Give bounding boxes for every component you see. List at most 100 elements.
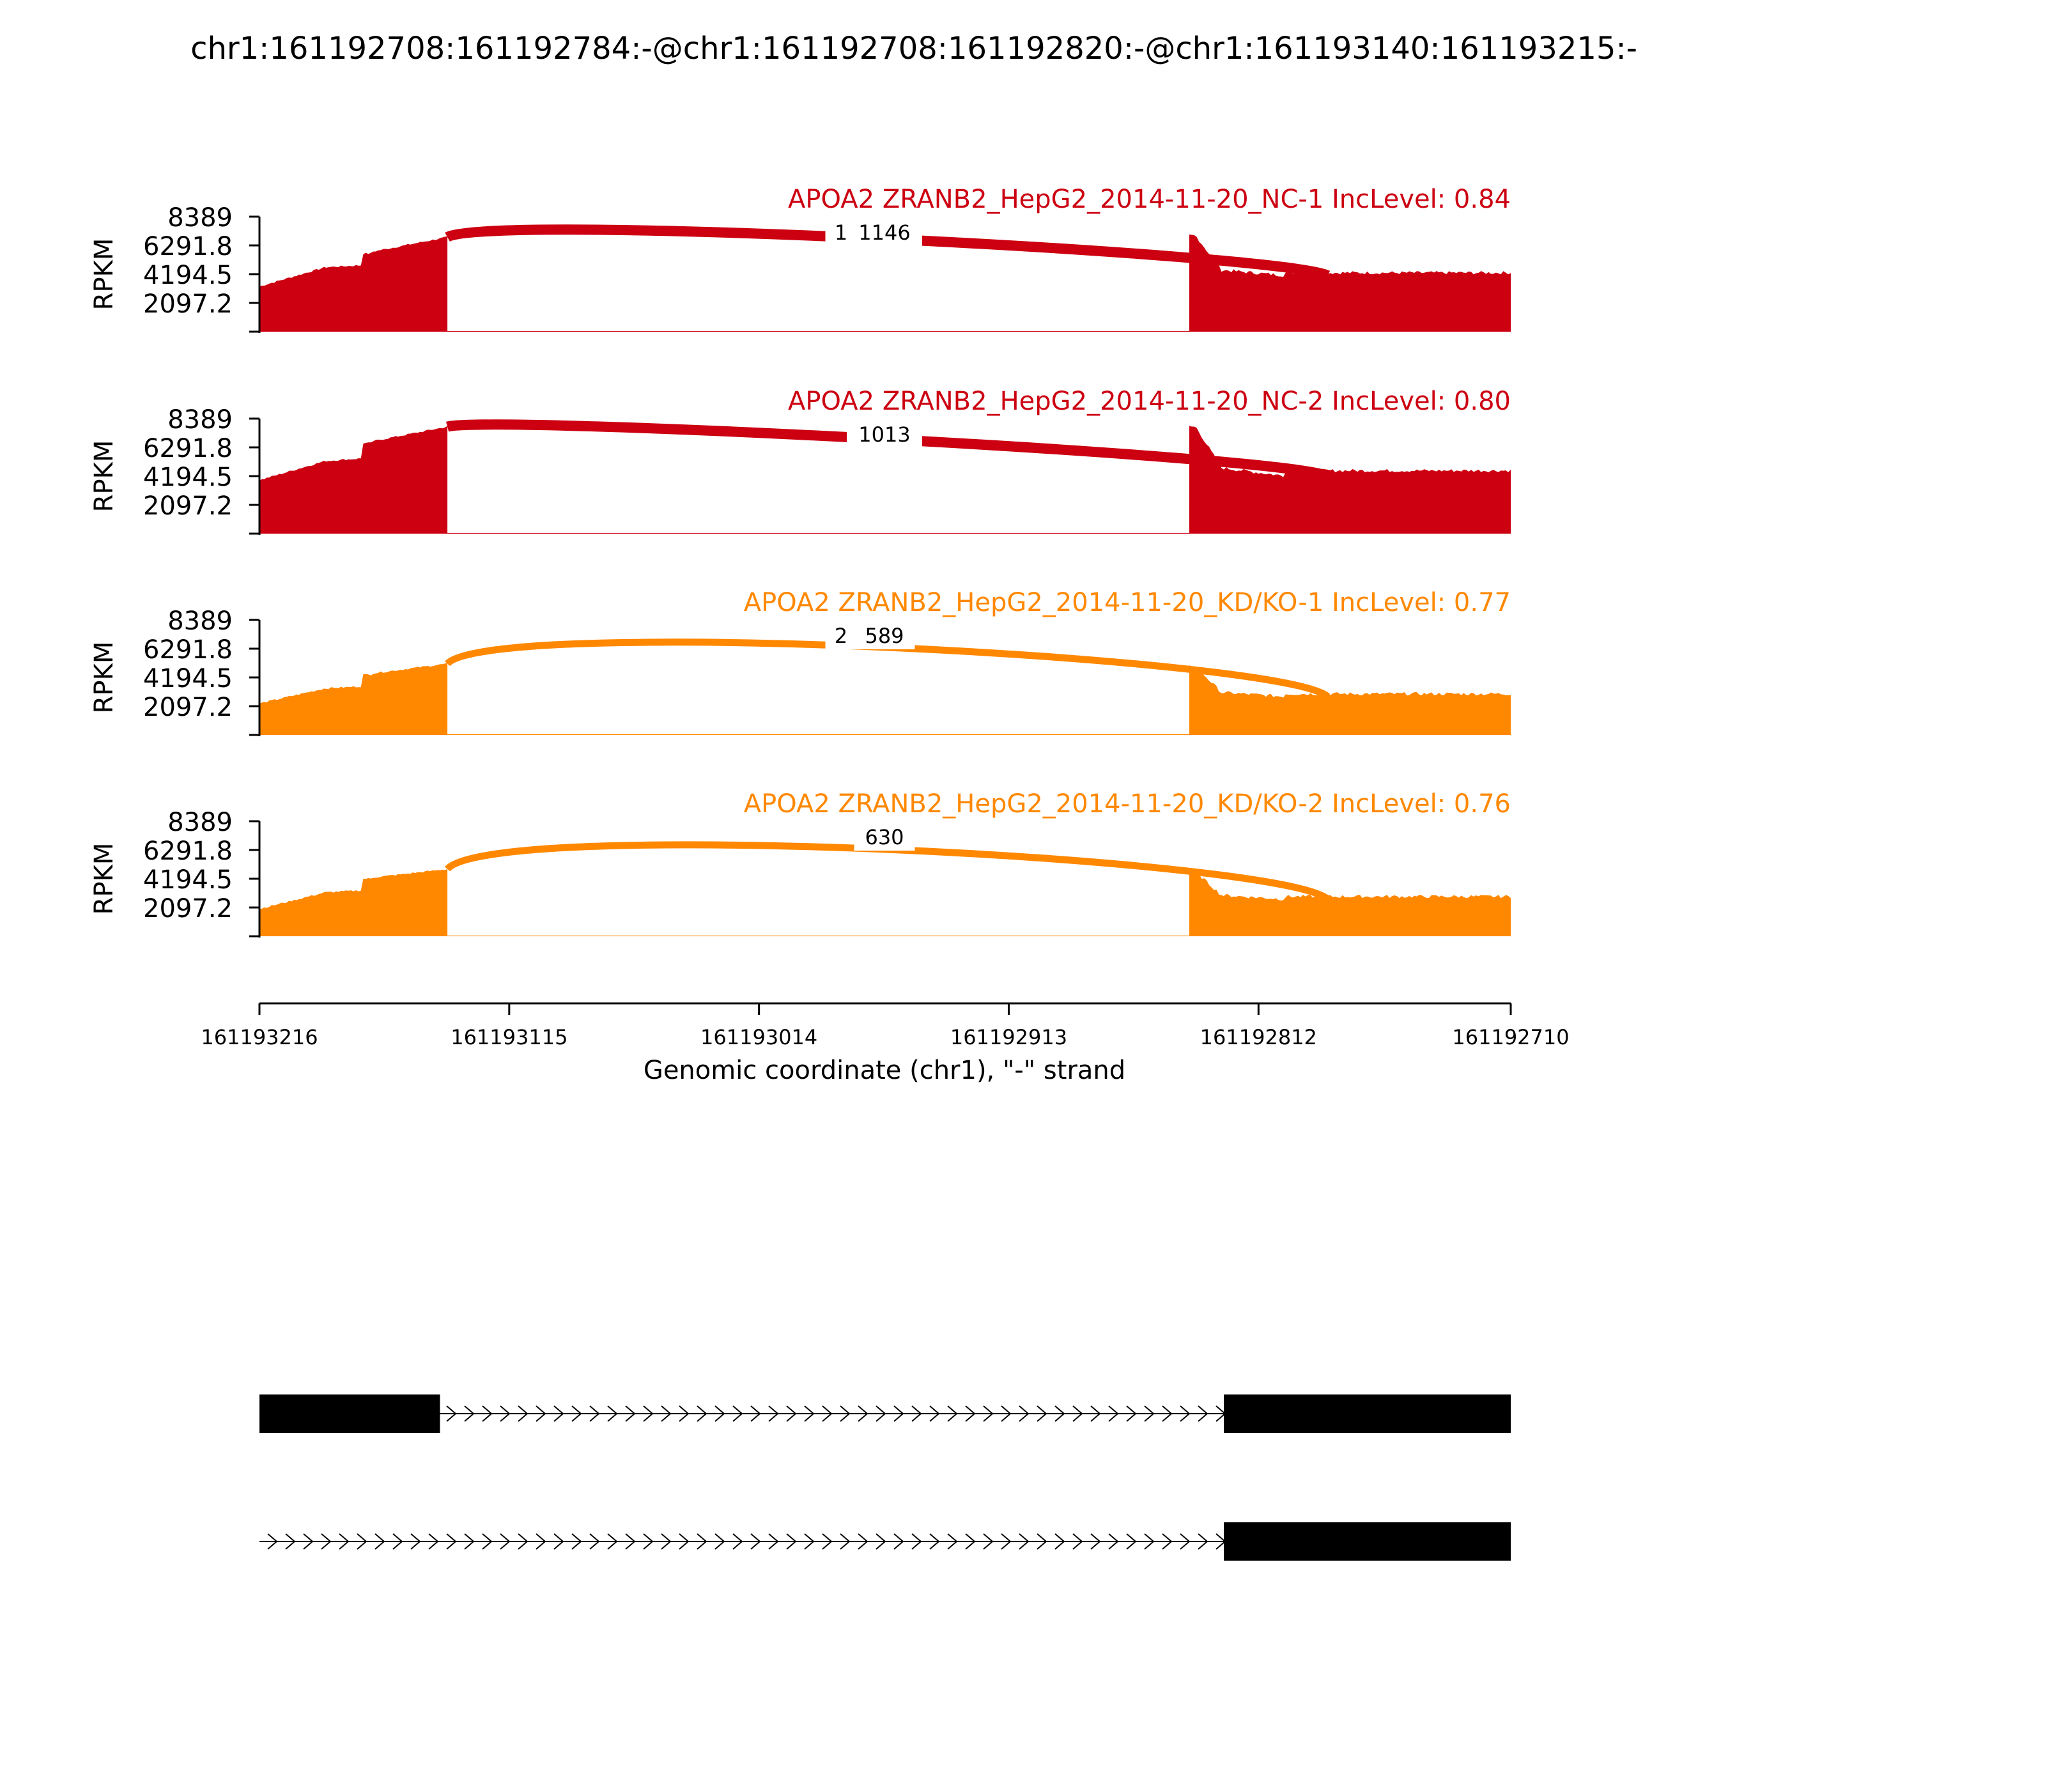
- y-axis-label: RPKM: [89, 238, 119, 311]
- strand-arrow: [697, 1533, 707, 1550]
- strand-arrow: [589, 1533, 600, 1550]
- strand-arrow: [571, 1533, 582, 1550]
- y-tick-label: 2097.2: [143, 894, 233, 923]
- junction-count-label: 1: [835, 220, 847, 245]
- strand-arrow: [571, 1405, 582, 1422]
- strand-arrow: [267, 1533, 278, 1550]
- strand-arrow: [768, 1533, 779, 1550]
- gene-model: [259, 1394, 1511, 1433]
- strand-arrow: [965, 1405, 976, 1422]
- strand-arrow: [1001, 1533, 1012, 1550]
- strand-arrow: [536, 1533, 546, 1550]
- strand-arrow: [446, 1405, 457, 1422]
- sample-label: APOA2 ZRANB2_HepG2_2014-11-20_KD/KO-1 In…: [744, 588, 1511, 617]
- x-tick-label: 161193014: [700, 1025, 817, 1049]
- junction-label-bg: [847, 422, 922, 448]
- strand-arrow: [661, 1405, 672, 1422]
- strand-arrow: [1054, 1533, 1065, 1550]
- y-tick-label: 8389: [167, 808, 233, 837]
- x-tick-label: 161193216: [201, 1025, 318, 1049]
- sample-label: APOA2 ZRANB2_HepG2_2014-11-20_KD/KO-2 In…: [744, 789, 1511, 819]
- y-tick-label: 6291.8: [143, 635, 233, 665]
- chart-title: chr1:161192708:161192784:-@chr1:16119270…: [190, 31, 1637, 66]
- x-axis-label: Genomic coordinate (chr1), "-" strand: [644, 1056, 1125, 1085]
- x-axis: 161193216 161193115 161193014 161192913 1611…: [201, 1002, 1570, 1049]
- y-tick-label: 8389: [167, 203, 233, 233]
- y-tick-label: 4194.5: [143, 463, 233, 492]
- y-tick-label: 2097.2: [143, 290, 233, 319]
- strand-arrow: [929, 1533, 940, 1550]
- coverage-area: [259, 234, 1511, 332]
- y-tick-label: 6291.8: [143, 837, 233, 866]
- strand-arrow: [893, 1533, 904, 1550]
- strand-arrow: [929, 1405, 940, 1422]
- strand-arrow: [1090, 1405, 1101, 1422]
- strand-arrow: [607, 1533, 618, 1550]
- strand-arrow: [1180, 1533, 1191, 1550]
- strand-arrow: [374, 1533, 385, 1550]
- strand-arrow: [804, 1533, 815, 1550]
- junction-label-bg: [854, 825, 915, 851]
- strand-arrow: [446, 1533, 457, 1550]
- strand-arrow: [840, 1405, 851, 1422]
- junction-count-label: 1146: [858, 220, 910, 245]
- strand-arrow: [1198, 1533, 1208, 1550]
- strand-arrow: [625, 1533, 636, 1550]
- coverage-area: [259, 426, 1511, 534]
- strand-arrow: [786, 1533, 797, 1550]
- strand-arrow: [410, 1533, 421, 1550]
- strand-arrow: [679, 1405, 690, 1422]
- strand-arrow: [500, 1405, 511, 1422]
- strand-arrow: [714, 1533, 725, 1550]
- gene-model: [259, 1522, 1511, 1561]
- strand-arrow: [303, 1533, 314, 1550]
- x-tick-label: 161192812: [1200, 1025, 1317, 1049]
- y-axis-label: RPKM: [89, 642, 119, 714]
- strand-arrow: [1198, 1405, 1208, 1422]
- exon-block: [259, 1394, 440, 1433]
- strand-arrow: [661, 1533, 672, 1550]
- strand-arrow: [1054, 1405, 1065, 1422]
- strand-arrow: [1037, 1533, 1047, 1550]
- strand-arrow: [1072, 1405, 1083, 1422]
- strand-arrow: [607, 1405, 618, 1422]
- strand-arrow: [1090, 1533, 1101, 1550]
- strand-arrow: [428, 1533, 439, 1550]
- strand-arrow: [911, 1533, 922, 1550]
- strand-arrow: [1108, 1533, 1119, 1550]
- exon-block: [1224, 1522, 1511, 1561]
- junction-count-label: 1013: [858, 422, 910, 447]
- strand-arrow: [1019, 1405, 1030, 1422]
- y-tick-label: 6291.8: [143, 232, 233, 261]
- strand-arrow: [876, 1533, 886, 1550]
- strand-arrow: [876, 1405, 886, 1422]
- strand-arrow: [1001, 1405, 1012, 1422]
- strand-arrow: [983, 1405, 994, 1422]
- strand-arrow: [518, 1405, 529, 1422]
- strand-arrow: [357, 1533, 367, 1550]
- y-tick-label: 4194.5: [143, 664, 233, 693]
- strand-arrow: [947, 1405, 958, 1422]
- strand-arrow: [768, 1405, 779, 1422]
- strand-arrow: [732, 1405, 743, 1422]
- strand-arrow: [643, 1405, 654, 1422]
- strand-arrow: [947, 1533, 958, 1550]
- strand-arrow: [464, 1405, 475, 1422]
- strand-arrow: [858, 1405, 868, 1422]
- strand-arrow: [464, 1533, 475, 1550]
- strand-arrow: [786, 1405, 797, 1422]
- junction-label-bg: [847, 220, 922, 246]
- strand-arrow: [858, 1533, 868, 1550]
- strand-arrow: [893, 1405, 904, 1422]
- strand-arrow: [1108, 1405, 1119, 1422]
- strand-arrow: [285, 1533, 296, 1550]
- strand-arrow: [536, 1405, 546, 1422]
- y-tick-label: 4194.5: [143, 261, 233, 290]
- strand-arrow: [553, 1533, 564, 1550]
- y-tick-label: 6291.8: [143, 434, 233, 463]
- strand-arrow: [1162, 1533, 1173, 1550]
- strand-arrow: [697, 1405, 707, 1422]
